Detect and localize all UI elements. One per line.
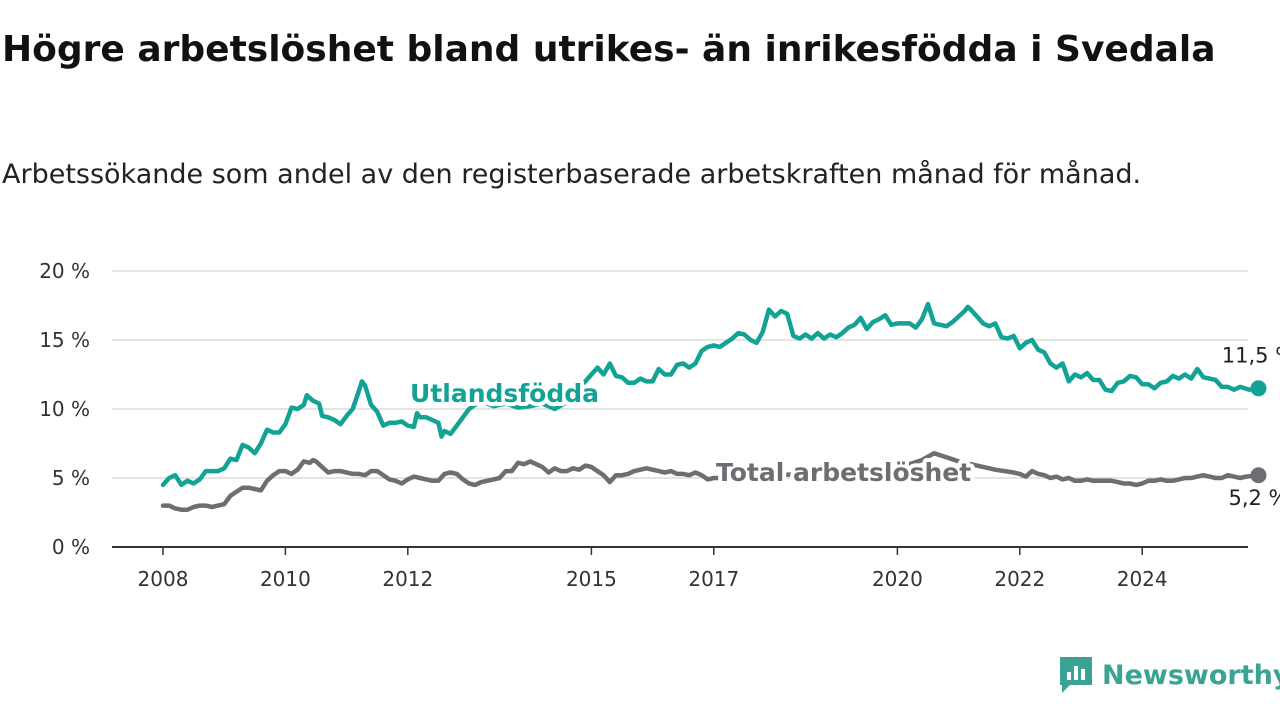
x-tick-label: 2012	[382, 567, 433, 591]
chart-subtitle: Arbetssökande som andel av den registerb…	[2, 159, 1142, 190]
x-tick-label: 2024	[1117, 567, 1168, 591]
series-line-utlandsfodda	[160, 301, 1261, 488]
chart-title: Högre arbetslöshet bland utrikes- än inr…	[2, 29, 1216, 70]
y-tick-label: 5 %	[52, 466, 90, 490]
x-tick-label: 2017	[688, 567, 739, 591]
x-tick-label: 2008	[138, 567, 189, 591]
newsworthy-wordmark: Newsworthy	[1102, 659, 1280, 691]
end-value-label: 5,2 %	[1228, 486, 1280, 510]
newsworthy-logo[interactable]: Newsworthy	[1058, 652, 1280, 698]
end-point-utlandsfodda	[1250, 380, 1267, 397]
series-line-total	[160, 450, 1261, 512]
newsworthy-logo-icon	[1060, 657, 1092, 693]
x-tick-label: 2015	[566, 567, 617, 591]
end-value-label: 11,5 %	[1222, 343, 1280, 367]
end-point-total	[1250, 467, 1267, 484]
x-tick-label: 2022	[994, 567, 1045, 591]
y-tick-label: 20 %	[39, 259, 90, 283]
series-labels: 11,5 % Utlandsfödda 5,2 % Total arbetslöshe…	[406, 343, 1280, 510]
x-tick-label: 2010	[260, 567, 311, 591]
y-tick-label: 10 %	[39, 397, 90, 421]
x-tick-label: 2020	[872, 567, 923, 591]
series-lines	[160, 301, 1267, 512]
y-tick-label: 0 %	[52, 535, 90, 559]
x-axis: 2008 2010 2012 2015 2017 2020 2022 2024	[112, 546, 1248, 591]
series-label-utlandsfodda: Utlandsfödda	[410, 379, 599, 408]
y-tick-label: 15 %	[39, 328, 90, 352]
y-axis: 0 % 5 % 10 % 15 % 20 %	[39, 259, 90, 559]
series-label-total: Total arbetslöshet	[716, 458, 971, 487]
